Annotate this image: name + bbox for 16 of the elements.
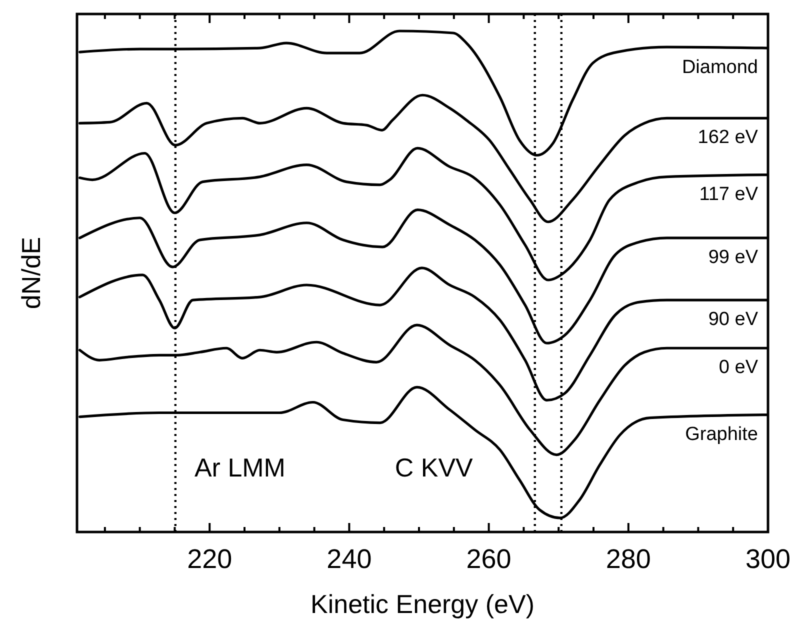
y-axis-title: dN/dE <box>16 236 46 310</box>
x-tick-label: 280 <box>606 544 651 574</box>
series-label: 0 eV <box>718 357 758 378</box>
series-label: 90 eV <box>708 309 758 330</box>
annotation: Ar LMM <box>194 452 286 482</box>
x-tick-label: 260 <box>466 544 512 574</box>
annotation: C KVV <box>394 452 474 482</box>
x-tick-label: 240 <box>326 544 372 574</box>
x-axis-title: Kinetic Energy (eV) <box>310 589 534 619</box>
x-tick-label: 300 <box>745 544 791 574</box>
series-label: Graphite <box>685 424 758 445</box>
series-label: 162 eV <box>698 127 758 148</box>
series-label: 117 eV <box>699 184 758 205</box>
series-label: Diamond <box>682 57 758 78</box>
x-tick-label: 220 <box>187 544 232 574</box>
series-label: 99 eV <box>708 246 758 268</box>
